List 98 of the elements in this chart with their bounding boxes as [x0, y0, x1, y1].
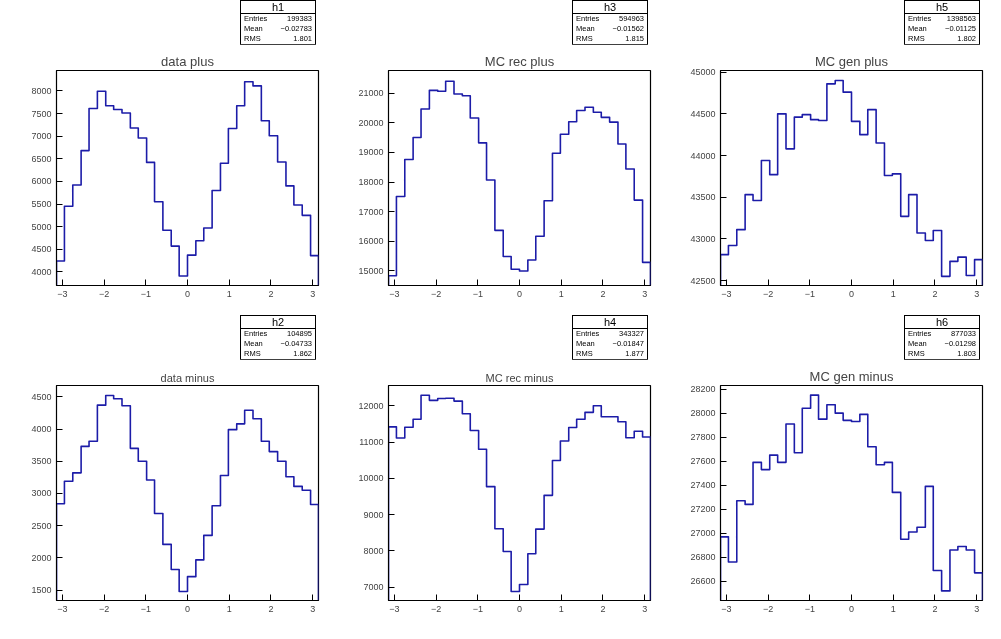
x-tick-label: −3	[721, 603, 732, 614]
x-tick-label: 1	[226, 288, 232, 299]
y-tick-label: 7000	[31, 131, 52, 142]
x-tick-label: 3	[310, 288, 316, 299]
chart-title: MC rec plus	[484, 53, 555, 69]
y-tick-label: 27600	[690, 456, 716, 467]
x-tick-label: 0	[849, 288, 855, 299]
x-tick-label: −1	[804, 288, 815, 299]
y-tick-label: 4500	[31, 244, 52, 255]
text: h3	[573, 1, 647, 14]
y-tick-label: 2000	[31, 552, 52, 563]
y-tick-label: 8000	[31, 85, 52, 96]
x-tick-label: 3	[974, 288, 980, 299]
x-tick-label: 0	[849, 603, 855, 614]
text: h5	[905, 1, 979, 14]
x-tick-label: −3	[57, 603, 68, 614]
x-tick-label: −2	[430, 603, 442, 614]
y-tick-label: 20000	[358, 117, 384, 128]
y-tick-label: 3500	[31, 456, 52, 467]
x-tick-label: −2	[98, 603, 110, 614]
y-tick-label: 28000	[690, 408, 716, 419]
x-tick-label: 1	[558, 603, 564, 614]
y-tick-label: 6000	[31, 176, 52, 187]
y-tick-label: 28200	[690, 384, 716, 395]
y-tick-label: 19000	[358, 147, 384, 158]
x-tick-label: 2	[268, 288, 274, 299]
y-tick-label: 45000	[690, 67, 716, 78]
x-tick-label: 3	[974, 603, 980, 614]
y-tick-label: 18000	[358, 177, 384, 187]
y-tick-label: 42500	[690, 275, 716, 286]
x-tick-label: 1	[890, 603, 896, 614]
y-tick-label: 5000	[31, 221, 52, 232]
x-tick-label: 0	[185, 288, 191, 299]
x-tick-label: −2	[762, 288, 774, 299]
y-tick-label: 27200	[690, 504, 716, 515]
y-tick-label: 4000	[31, 424, 52, 435]
x-tick-label: −1	[140, 288, 151, 299]
y-tick-label: 43000	[690, 233, 716, 244]
x-tick-label: −3	[389, 288, 400, 299]
text: h2	[241, 316, 315, 329]
text: h1	[241, 1, 315, 14]
y-tick-label: 4500	[31, 391, 52, 402]
y-tick-label: 3000	[31, 488, 52, 499]
x-tick-label: 1	[226, 603, 232, 614]
x-tick-label: 2	[932, 288, 938, 299]
y-tick-label: 5500	[31, 199, 52, 210]
y-tick-label: 15000	[358, 265, 384, 276]
x-tick-label: 0	[517, 288, 523, 299]
y-tick-label: 27000	[690, 528, 716, 539]
y-tick-label: 27400	[690, 480, 716, 491]
x-tick-label: 1	[558, 288, 564, 299]
x-tick-label: −3	[721, 288, 732, 299]
x-tick-label: 0	[185, 603, 191, 614]
x-tick-label: 3	[310, 603, 316, 614]
y-tick-label: 9000	[363, 509, 384, 520]
chart-title: data minus	[160, 371, 215, 384]
y-tick-label: 44500	[690, 108, 716, 119]
y-tick-label: 17000	[358, 206, 384, 217]
chart-title: MC gen minus	[809, 368, 894, 384]
x-tick-label: −3	[389, 603, 400, 614]
x-tick-label: −3	[57, 288, 68, 299]
y-tick-label: 44000	[690, 150, 716, 161]
x-tick-label: 2	[268, 603, 274, 614]
y-tick-label: 4000	[31, 266, 52, 277]
y-tick-label: 11000	[359, 437, 384, 448]
x-tick-label: 1	[890, 288, 896, 299]
y-tick-label: 26600	[690, 576, 716, 587]
chart-title: data plus	[161, 53, 215, 69]
y-tick-label: 27800	[690, 432, 716, 443]
x-tick-label: −1	[804, 603, 815, 614]
y-tick-label: 7500	[31, 108, 52, 119]
x-tick-label: −2	[98, 288, 110, 299]
y-tick-label: 21000	[358, 88, 384, 99]
y-tick-label: 26800	[690, 552, 716, 563]
y-tick-label: 16000	[358, 236, 384, 247]
y-tick-label: 43500	[690, 192, 716, 203]
x-tick-label: −1	[472, 603, 483, 614]
y-tick-label: 2500	[31, 520, 52, 531]
x-tick-label: 3	[642, 603, 648, 614]
x-tick-label: 2	[932, 603, 938, 614]
y-tick-label: 7000	[363, 582, 384, 593]
y-tick-label: 8000	[363, 545, 384, 556]
x-tick-label: 2	[600, 603, 606, 614]
y-tick-label: 12000	[358, 400, 384, 411]
x-tick-label: −2	[762, 603, 774, 614]
y-tick-label: 10000	[358, 473, 384, 484]
x-tick-label: 3	[642, 288, 648, 299]
text: h6	[905, 316, 979, 329]
x-tick-label: 0	[517, 603, 523, 614]
chart-title: MC rec minus	[485, 371, 554, 384]
x-tick-label: 2	[600, 288, 606, 299]
x-tick-label: −1	[472, 288, 483, 299]
x-tick-label: −1	[140, 603, 151, 614]
y-tick-label: 1500	[31, 585, 52, 596]
text: h4	[573, 316, 647, 329]
chart-title: MC gen plus	[815, 53, 889, 69]
x-tick-label: −2	[430, 288, 442, 299]
y-tick-label: 6500	[31, 153, 52, 164]
